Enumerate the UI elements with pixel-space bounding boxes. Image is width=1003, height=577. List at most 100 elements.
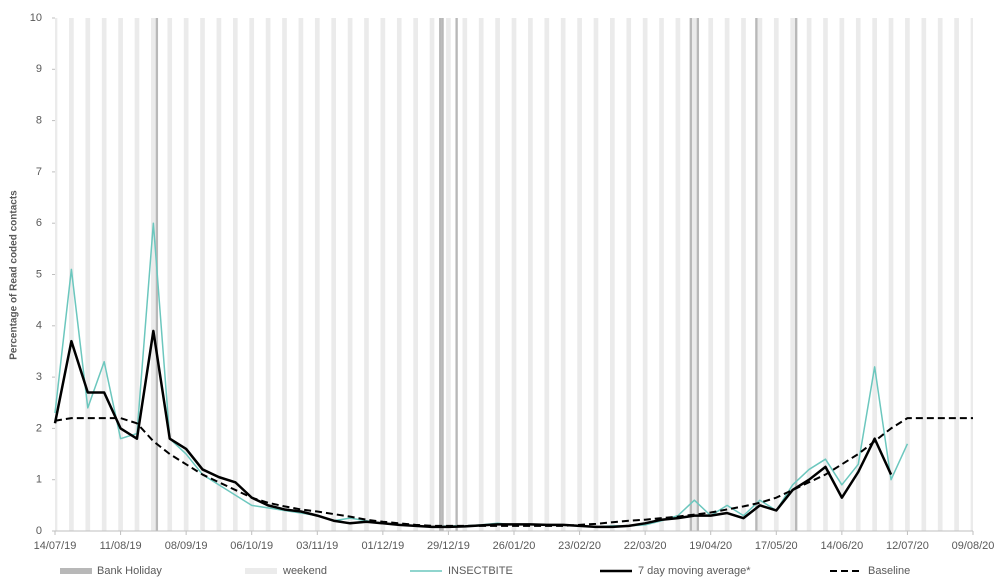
- x-tick-label: 26/01/20: [493, 540, 536, 552]
- x-tick-label: 23/02/20: [558, 540, 601, 552]
- bank-holiday-band: [689, 18, 692, 531]
- x-tick-label: 22/03/20: [624, 540, 667, 552]
- y-tick-label: 7: [36, 166, 42, 178]
- weekend-band: [249, 18, 255, 531]
- weekend-band: [380, 18, 386, 531]
- weekend-band: [429, 18, 435, 531]
- weekend-band: [757, 18, 763, 531]
- y-tick-label: 8: [36, 115, 42, 127]
- weekend-band: [675, 18, 681, 531]
- weekend-band: [298, 18, 304, 531]
- weekend-band: [954, 18, 959, 531]
- x-tick-label: 17/05/20: [755, 540, 798, 552]
- weekend-band: [806, 18, 812, 531]
- bank-holiday-band: [455, 18, 458, 531]
- weekend-band: [446, 18, 451, 531]
- weekend-band: [855, 18, 861, 531]
- legend-swatch: [245, 568, 277, 574]
- weekend-band: [282, 18, 287, 531]
- weekend-band: [888, 18, 894, 531]
- weekend-band: [232, 18, 238, 531]
- weekend-band: [921, 18, 927, 531]
- legend-label: 7 day moving average*: [638, 565, 751, 577]
- legend-label: Baseline: [868, 565, 910, 577]
- x-tick-label: 12/07/20: [886, 540, 929, 552]
- weekend-band: [528, 18, 533, 531]
- y-tick-label: 0: [36, 525, 42, 537]
- weekend-band: [823, 18, 828, 531]
- weekend-band: [970, 18, 973, 531]
- weekend-band: [364, 18, 369, 531]
- weekend-band: [691, 18, 697, 531]
- y-tick-label: 2: [36, 422, 42, 434]
- weekend-band: [610, 18, 615, 531]
- weekend-band: [183, 18, 189, 531]
- x-tick-label: 14/07/19: [34, 540, 77, 552]
- weekend-band: [642, 18, 648, 531]
- y-tick-label: 10: [30, 12, 42, 24]
- weekend-band: [724, 18, 730, 531]
- x-tick-label: 14/06/20: [820, 540, 863, 552]
- weekend-band: [55, 18, 58, 531]
- legend-label: INSECTBITE: [448, 565, 513, 577]
- weekend-band: [773, 18, 779, 531]
- x-tick-label: 19/04/20: [689, 540, 732, 552]
- weekend-band: [790, 18, 796, 531]
- bank-holiday-band: [441, 18, 444, 531]
- weekend-band: [200, 18, 205, 531]
- weekend-band: [167, 18, 173, 531]
- weekend-band: [511, 18, 517, 531]
- weekend-band: [905, 18, 910, 531]
- weekend-band: [659, 18, 664, 531]
- x-tick-label: 03/11/19: [296, 540, 338, 552]
- y-tick-label: 6: [36, 217, 42, 229]
- weekend-band: [626, 18, 632, 531]
- weekend-band: [741, 18, 746, 531]
- weekend-band: [314, 18, 320, 531]
- weekend-band: [118, 18, 123, 531]
- weekend-band: [937, 18, 943, 531]
- x-tick-label: 11/08/19: [100, 540, 142, 552]
- x-tick-label: 29/12/19: [427, 540, 470, 552]
- y-tick-label: 3: [36, 371, 42, 383]
- weekend-band: [495, 18, 500, 531]
- legend-label: weekend: [282, 565, 327, 577]
- weekend-band: [134, 18, 140, 531]
- x-tick-label: 06/10/19: [230, 540, 273, 552]
- weekend-band: [347, 18, 353, 531]
- x-tick-label: 08/09/19: [165, 540, 208, 552]
- x-tick-label: 01/12/19: [361, 540, 404, 552]
- y-tick-label: 9: [36, 63, 42, 75]
- weekend-band: [151, 18, 156, 531]
- series-line: [54, 417, 973, 527]
- weekend-band: [85, 18, 91, 531]
- weekend-band: [708, 18, 714, 531]
- weekend-band: [101, 18, 107, 531]
- y-axis-label: Percentage of Read coded contacts: [9, 190, 20, 360]
- y-tick-label: 1: [36, 474, 42, 486]
- bank-holiday-band: [755, 18, 758, 531]
- y-tick-label: 5: [36, 268, 42, 280]
- bank-holiday-band: [439, 18, 442, 531]
- weekend-band: [872, 18, 877, 531]
- legend-label: Bank Holiday: [97, 565, 162, 577]
- weekend-band: [265, 18, 271, 531]
- weekend-band: [544, 18, 550, 531]
- weekend-band: [396, 18, 402, 531]
- weekend-band: [577, 18, 582, 531]
- weekend-band: [560, 18, 566, 531]
- y-tick-label: 4: [36, 320, 42, 332]
- weekend-band: [462, 18, 468, 531]
- legend-swatch: [60, 568, 92, 574]
- weekend-band: [478, 18, 484, 531]
- weekend-band: [331, 18, 337, 531]
- x-tick-label: 09/08/20: [952, 540, 995, 552]
- weekend-band: [413, 18, 418, 531]
- weekend-band: [593, 18, 599, 531]
- weekend-band: [839, 18, 845, 531]
- bank-holiday-band: [696, 18, 700, 531]
- series-line: [53, 329, 893, 529]
- bank-holiday-band: [795, 18, 798, 531]
